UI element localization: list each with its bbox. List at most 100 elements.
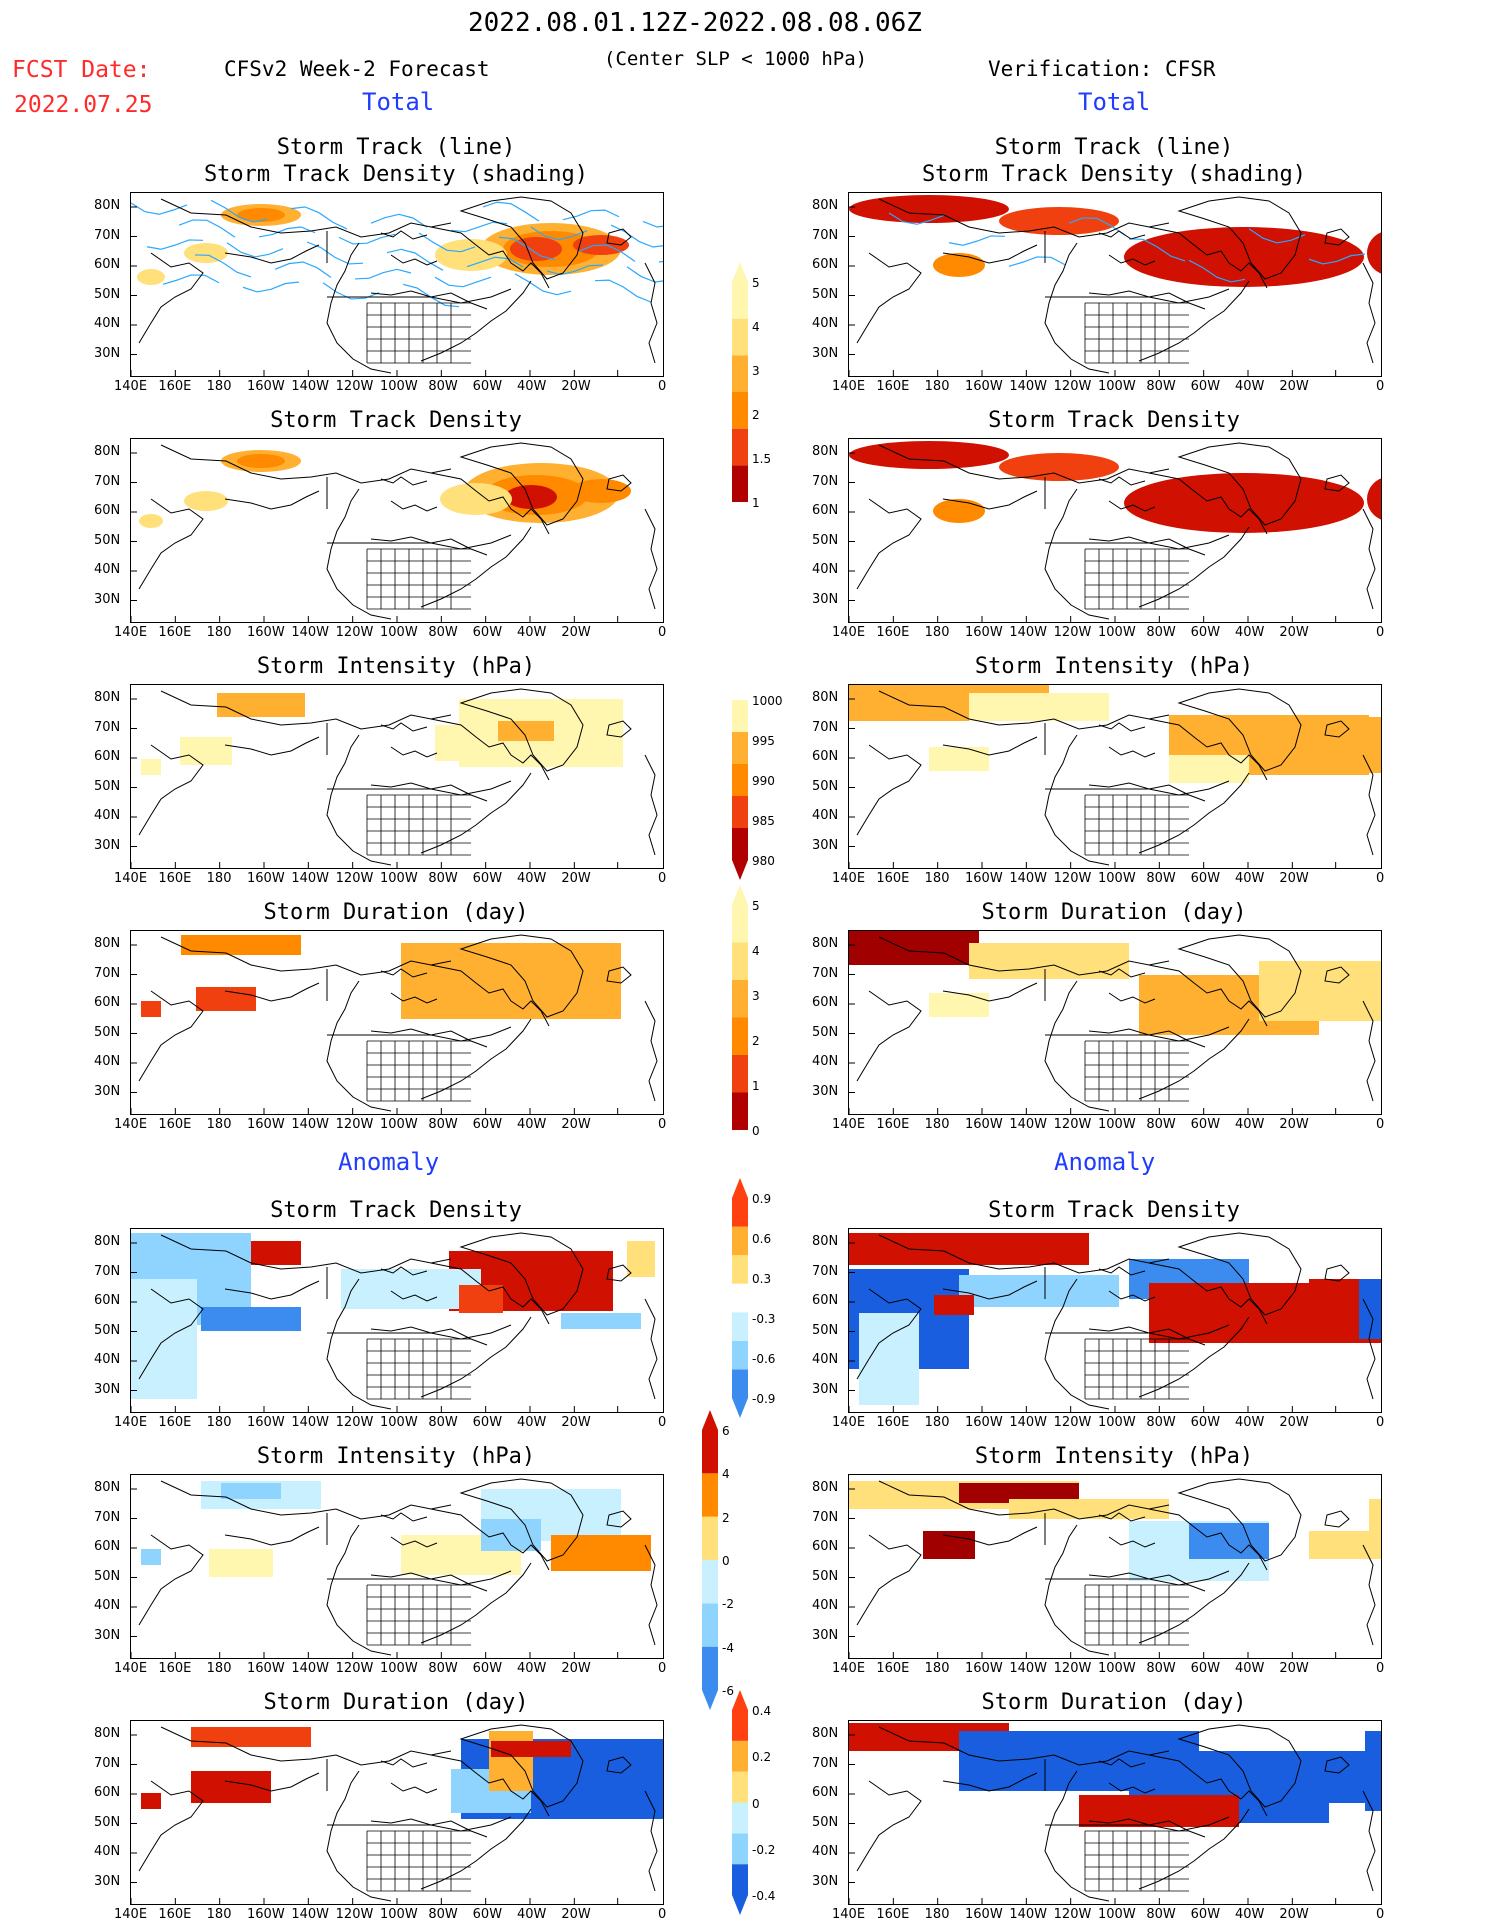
coastline [942, 490, 1038, 510]
colorbar-label: 0 [752, 1124, 760, 1138]
lon-label: 80W [428, 625, 458, 640]
shaded-region [221, 1483, 281, 1499]
coastline [1044, 1278, 1110, 1410]
lon-label: 160W [965, 1661, 1003, 1676]
lon-label: 60W [1190, 1661, 1221, 1676]
storm-track-line [888, 212, 946, 225]
colorbar-arrow [702, 1410, 718, 1430]
lat-label: 30N [94, 837, 121, 853]
lon-label: 140E [832, 1415, 866, 1430]
lon-label: 20W [561, 1117, 591, 1132]
coastline [942, 1772, 1038, 1792]
shaded-region [435, 725, 507, 761]
coastline [856, 1780, 922, 1872]
lat-label: 50N [812, 532, 839, 548]
coastline [1044, 980, 1110, 1112]
lat-label: 60N [94, 995, 121, 1010]
colorbar-label: 995 [752, 734, 775, 748]
coastline [1177, 442, 1302, 526]
lon-label: 100W [380, 625, 418, 640]
coastline [1108, 500, 1156, 512]
colorbar-arrow [732, 1690, 748, 1710]
coastline [420, 526, 532, 608]
lat-label: 40N [812, 1844, 839, 1859]
density-contour [137, 269, 165, 285]
lon-label: 140E [114, 625, 148, 640]
lon-label: 60W [1190, 1415, 1221, 1430]
colorbar-label: 1 [752, 1079, 760, 1093]
colorbar-label: -0.2 [752, 1842, 776, 1857]
shaded-region [141, 1001, 161, 1017]
lat-label: 50N [94, 1024, 121, 1040]
map-canvas [131, 934, 658, 1114]
colorbar-duration_anomaly: 0.4 0.2 0 -0.2 -0.4 [730, 1690, 790, 1915]
coastline [1148, 718, 1268, 781]
lon-label: 140E [114, 1415, 148, 1430]
colorbar-intensity_anomaly: 6 4 2 0 -2 -4 -6 [700, 1410, 760, 1710]
lon-label: 80W [1146, 1907, 1176, 1922]
panel-title-line: Storm Track Density (shading) [203, 162, 589, 187]
colorbar-arrow [732, 1398, 748, 1418]
coastline [370, 290, 488, 310]
shaded-region [859, 1313, 919, 1405]
shaded-region [141, 759, 161, 775]
panel-title-line: Storm Track Density [988, 408, 1240, 433]
shaded-region [923, 1531, 975, 1559]
colorbar-label: 2 [722, 1510, 730, 1525]
lon-label: 140W [291, 1907, 329, 1922]
colorbar-label: 5 [752, 899, 760, 913]
coastline [1108, 1290, 1156, 1302]
lon-label: 120W [335, 379, 374, 394]
map-right-a_duration [848, 1720, 1382, 1905]
panel-title: Storm Duration (day) [848, 899, 1380, 926]
lon-label: 180 [924, 1907, 950, 1922]
coastline [1098, 476, 1146, 486]
coastline [1044, 734, 1110, 866]
storm-track-line [1008, 256, 1066, 267]
colorbar-label: 2 [752, 408, 760, 422]
lon-label: 160E [876, 379, 910, 394]
coastline [138, 1288, 204, 1380]
lon-label: 160E [158, 1661, 192, 1676]
coastline [1362, 1790, 1376, 1892]
coastline [459, 688, 584, 772]
lon-label: 100W [380, 871, 418, 886]
lon-label: 40W [1235, 1661, 1265, 1676]
lat-label: 30N [812, 1083, 839, 1099]
shaded-region [491, 1741, 571, 1757]
lon-label: 180 [924, 871, 950, 886]
coastline [1088, 536, 1206, 556]
colorbar-label: 0.3 [752, 1272, 772, 1286]
lat-label: 40N [94, 316, 121, 331]
lat-label: 80N [94, 1726, 121, 1741]
coastline [370, 782, 488, 802]
coastline [224, 490, 320, 510]
lon-label: 40W [1235, 625, 1265, 640]
lon-label: 0 [1376, 1415, 1385, 1430]
lat-label: 80N [94, 1234, 121, 1249]
panel-title-line: Storm Intensity (hPa) [256, 654, 536, 679]
panel-title-line: Storm Duration (day) [981, 1690, 1247, 1715]
colorbar-swatch [732, 942, 748, 980]
coastline [390, 992, 438, 1004]
lon-label: 120W [1053, 1117, 1092, 1132]
lon-label: 140E [832, 625, 866, 640]
lon-label: 0 [1376, 1117, 1385, 1132]
lon-label: 80W [428, 871, 458, 886]
coastline [1177, 688, 1302, 772]
colorbar-label: -6 [722, 1684, 734, 1698]
lon-label: 160W [247, 1415, 285, 1430]
coastline [644, 1544, 658, 1646]
map-right-a_density [848, 1228, 1382, 1413]
coastline [856, 252, 922, 344]
coastline [370, 1326, 488, 1346]
lat-label: 50N [94, 286, 121, 302]
coastline [138, 1534, 204, 1626]
colorbar-swatch [732, 1283, 748, 1313]
lat-label: 50N [812, 1322, 839, 1338]
map-canvas [131, 688, 658, 868]
storm-track-line [210, 199, 268, 223]
lon-label: 40W [517, 379, 547, 394]
coastline [1148, 1262, 1268, 1325]
coastline [1148, 1754, 1268, 1817]
